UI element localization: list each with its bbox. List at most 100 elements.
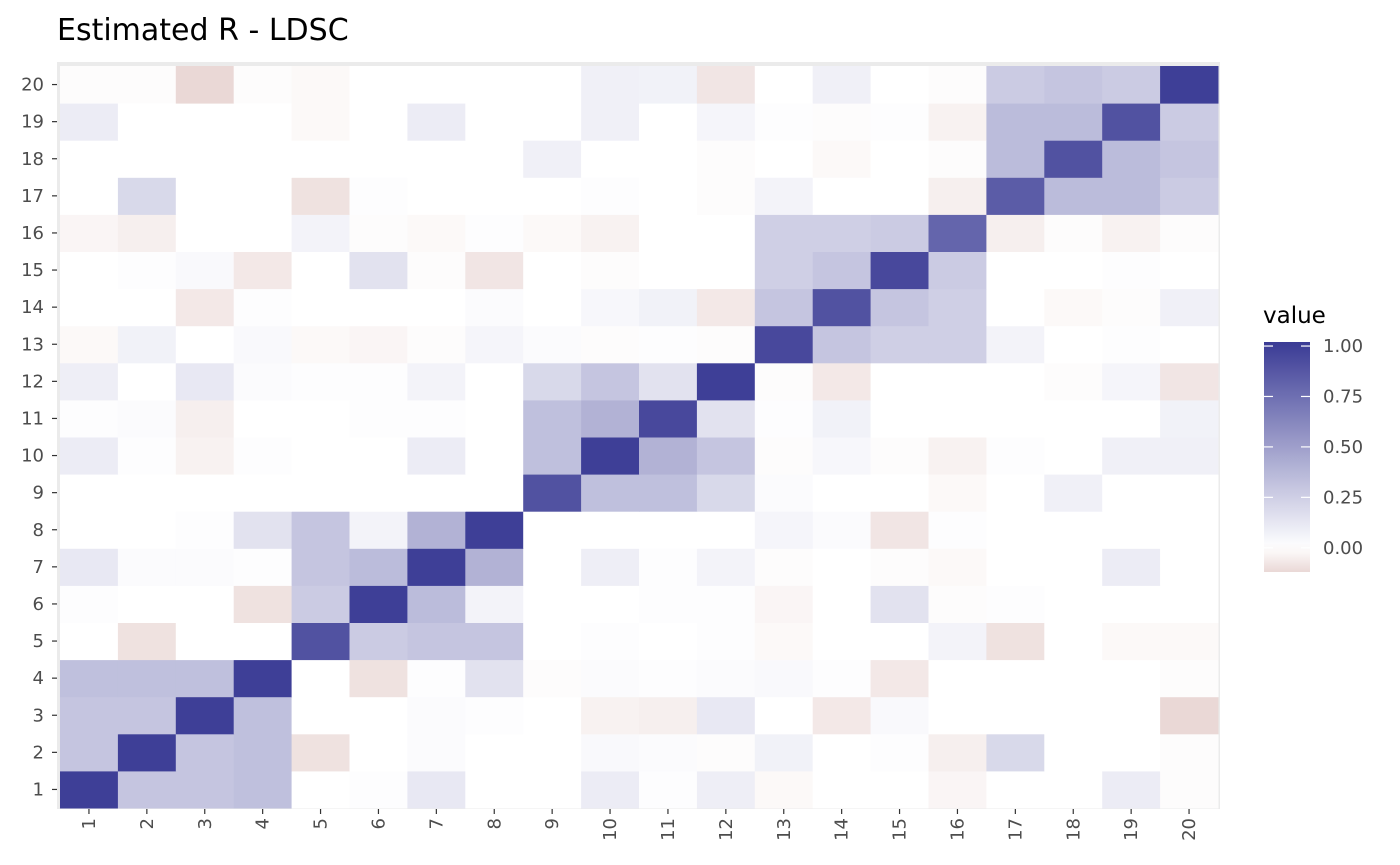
heatmap-cell	[291, 251, 350, 290]
heatmap-cell	[639, 474, 698, 512]
heatmap-cell	[1160, 696, 1219, 735]
heatmap-cell	[754, 214, 814, 252]
heatmap-cell	[523, 548, 582, 586]
heatmap-cell	[233, 214, 293, 252]
heatmap-cell	[117, 288, 177, 327]
heatmap-cell	[523, 437, 582, 475]
heatmap-cell	[349, 177, 408, 215]
heatmap-cell	[812, 251, 872, 290]
heatmap-cell	[1044, 474, 1103, 512]
heatmap-cell	[175, 511, 235, 549]
heatmap-cell	[523, 214, 582, 252]
heatmap-cell	[928, 770, 987, 809]
heatmap-cell	[754, 66, 814, 104]
heatmap-cell	[754, 399, 814, 438]
heatmap-cell	[928, 66, 987, 104]
y-tick-label: 2	[33, 742, 44, 763]
heatmap-cell	[175, 362, 235, 401]
heatmap-cell	[870, 511, 929, 549]
heatmap-cell	[986, 177, 1045, 215]
heatmap-cell	[1160, 140, 1219, 178]
heatmap-cell	[60, 288, 119, 327]
heatmap-cell	[1160, 251, 1219, 290]
heatmap-cell	[175, 399, 235, 438]
heatmap-cell	[1044, 399, 1103, 438]
heatmap-cell	[639, 511, 698, 549]
heatmap-cell	[1102, 622, 1161, 661]
heatmap-cell	[523, 140, 582, 178]
chart-title: Estimated R - LDSC	[57, 13, 349, 48]
heatmap-cell	[754, 325, 814, 364]
heatmap-cell	[1160, 103, 1219, 141]
heatmap-cell	[1044, 659, 1103, 698]
heatmap-cell	[233, 696, 293, 735]
heatmap-cell	[696, 733, 756, 772]
heatmap-cell	[349, 437, 408, 475]
heatmap-cell	[581, 288, 640, 327]
heatmap-cell	[639, 696, 698, 735]
heatmap-cell	[117, 474, 177, 512]
heatmap-cell	[1160, 177, 1219, 215]
heatmap-cell	[465, 214, 524, 252]
heatmap-cell	[349, 103, 408, 141]
x-tick-label: 3	[195, 818, 216, 829]
heatmap-cell	[175, 177, 235, 215]
heatmap-cell	[928, 659, 987, 698]
heatmap-cell	[349, 770, 408, 809]
legend-tick-label: 0.25	[1323, 487, 1363, 508]
heatmap-cell	[407, 437, 466, 475]
heatmap-cell	[465, 140, 524, 178]
heatmap-cell	[754, 140, 814, 178]
y-tick-label: 15	[21, 260, 44, 281]
legend-tick-label: 0.50	[1323, 437, 1363, 458]
heatmap-cell	[1102, 177, 1161, 215]
heatmap-cell	[639, 214, 698, 252]
heatmap-cell	[175, 103, 235, 141]
heatmap-cell	[581, 733, 640, 772]
heatmap-cell	[812, 177, 872, 215]
heatmap-cell	[349, 548, 408, 586]
heatmap-cell	[117, 437, 177, 475]
heatmap-cell	[60, 362, 119, 401]
y-tick-label: 11	[21, 408, 44, 429]
heatmap-cell	[291, 474, 350, 512]
heatmap-cell	[1102, 251, 1161, 290]
heatmap-cell	[812, 474, 872, 512]
heatmap-cell	[60, 437, 119, 475]
heatmap-cell	[986, 696, 1045, 735]
heatmap-cell	[754, 251, 814, 290]
heatmap-cell	[986, 770, 1045, 809]
heatmap-cell	[754, 288, 814, 327]
legend-title: value	[1263, 303, 1326, 329]
x-tick-label: 17	[1005, 818, 1026, 841]
heatmap-cell	[117, 66, 177, 104]
heatmap-cell	[696, 399, 756, 438]
heatmap-cell	[696, 177, 756, 215]
heatmap-cell	[696, 585, 756, 623]
x-tick-label: 2	[137, 818, 158, 829]
heatmap-cell	[581, 251, 640, 290]
heatmap-cell	[407, 325, 466, 364]
heatmap-cell	[291, 325, 350, 364]
heatmap-cell	[465, 103, 524, 141]
y-tick-label: 1	[33, 779, 44, 800]
heatmap-cell	[812, 622, 872, 661]
heatmap-cell	[581, 103, 640, 141]
heatmap-cell	[696, 288, 756, 327]
heatmap-cell	[407, 103, 466, 141]
heatmap-cell	[639, 177, 698, 215]
heatmap-cell	[986, 622, 1045, 661]
heatmap-cell	[233, 325, 293, 364]
heatmap-cell	[233, 733, 293, 772]
heatmap-cell	[1044, 696, 1103, 735]
heatmap-cell	[870, 288, 929, 327]
y-tick-label: 3	[33, 705, 44, 726]
heatmap-cell	[1044, 622, 1103, 661]
heatmap-cell	[812, 325, 872, 364]
heatmap-cell	[117, 511, 177, 549]
heatmap-cell	[175, 659, 235, 698]
heatmap-cell	[175, 214, 235, 252]
heatmap-cell	[291, 696, 350, 735]
heatmap-cell	[291, 437, 350, 475]
heatmap-cell	[928, 696, 987, 735]
